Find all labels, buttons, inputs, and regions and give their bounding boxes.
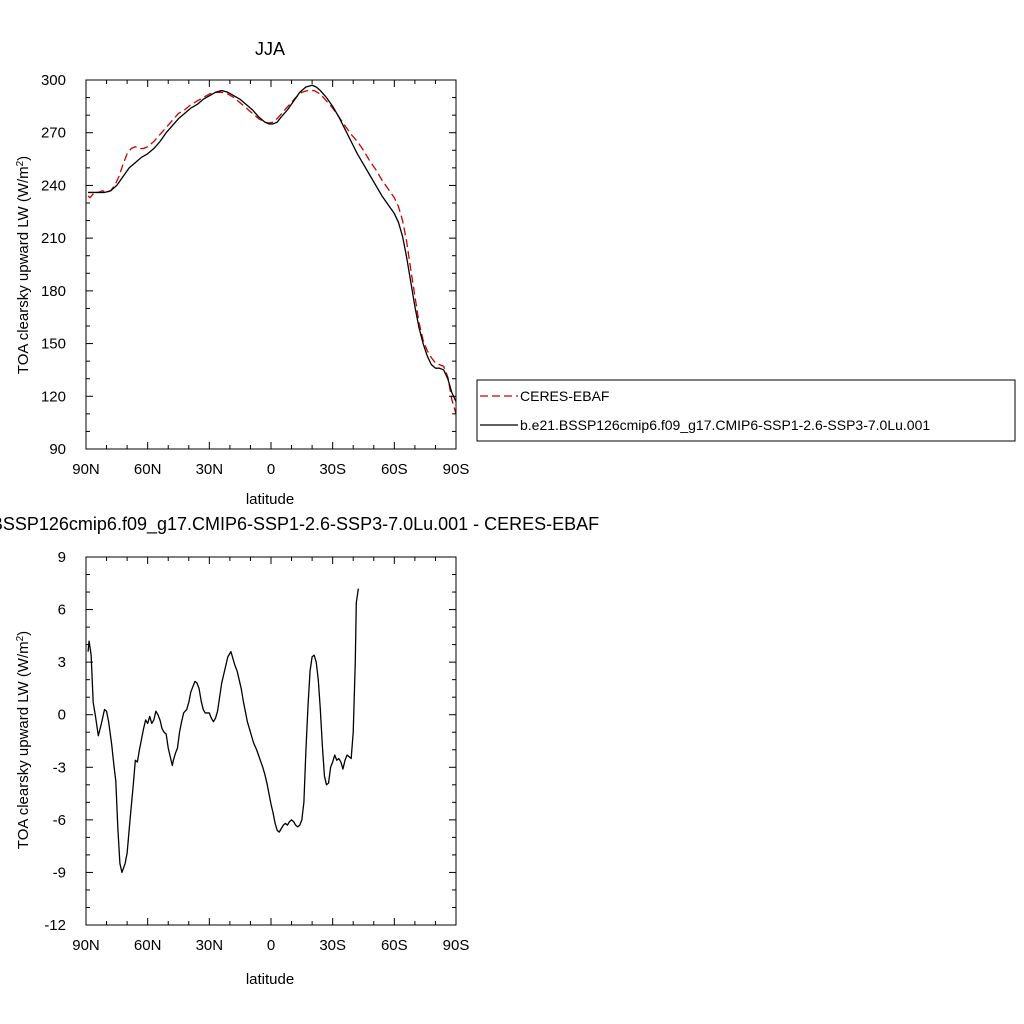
bottom-chart: b.e21.BSSP126cmip6.f09_g17.CMIP6-SSP1-2.… [0,514,599,988]
y-tick-label: 90 [49,441,66,458]
x-tick-label: 30S [319,937,346,954]
x-tick-label: 60N [134,461,162,478]
legend-entry: b.e21.BSSP126cmip6.f09_g17.CMIP6-SSP1-2.… [520,417,930,433]
x-tick-label: 60N [134,937,162,954]
y-tick-label: -12 [44,917,66,934]
y-tick-label: 270 [41,125,66,142]
x-tick-label: 60S [381,461,408,478]
x-tick-label: 90S [443,461,470,478]
y-tick-label: -3 [53,759,66,776]
y-tick-label: 180 [41,283,66,300]
y-tick-label: 0 [58,707,66,724]
axis-ticks: 90N 60N 30N 0 30S 60S 90S -12 -9 -6 -3 0 3 6 9 [44,549,469,954]
legend: CERES-EBAF b.e21.BSSP126cmip6.f09_g17.CMI… [476,379,1016,442]
y-tick-label: 3 [58,654,66,671]
axis-ticks: 90N 60N 30N 0 30S 60S 90S 90 120 150 180 210 240 270 3… [41,72,469,478]
top-chart: JJA 90N 60N 30N 0 30S 60S 90S 90 120 150 180 210 240… [15,39,1016,508]
chart-title: JJA [255,39,285,59]
y-tick-label: 6 [58,602,66,619]
x-tick-label: 0 [267,937,275,954]
y-tick-label: 9 [58,549,66,566]
series-layer [87,588,360,874]
series-line [87,89,457,415]
y-tick-label: -9 [53,864,66,881]
series-line [88,84,457,402]
y-tick-label: 210 [41,230,66,247]
x-tick-label: 60S [381,937,408,954]
y-tick-label: 150 [41,336,66,353]
x-tick-label: 0 [267,461,275,478]
y-tick-label: 120 [41,388,66,405]
legend-entry: CERES-EBAF [520,388,609,404]
y-tick-label: 300 [41,72,66,89]
x-tick-label: 90S [443,937,470,954]
y-tick-label: 240 [41,177,66,194]
x-tick-label: 30S [319,461,346,478]
x-axis-label: latitude [246,491,294,508]
series-line [87,588,360,874]
y-axis-label: TOA clearsky upward LW (W/m2) [15,156,33,374]
chart-title: b.e21.BSSP126cmip6.f09_g17.CMIP6-SSP1-2.… [0,514,599,535]
y-axis-label: TOA clearsky upward LW (W/m2) [15,631,33,849]
x-tick-label: 90N [72,461,100,478]
x-tick-label: 90N [72,937,100,954]
series-layer [87,84,457,415]
y-tick-label: -6 [53,812,66,829]
plot-frame [85,79,457,450]
legend-frame [476,379,1016,442]
x-axis-label: latitude [246,971,294,988]
x-tick-label: 30N [196,937,224,954]
x-tick-label: 30N [196,461,224,478]
